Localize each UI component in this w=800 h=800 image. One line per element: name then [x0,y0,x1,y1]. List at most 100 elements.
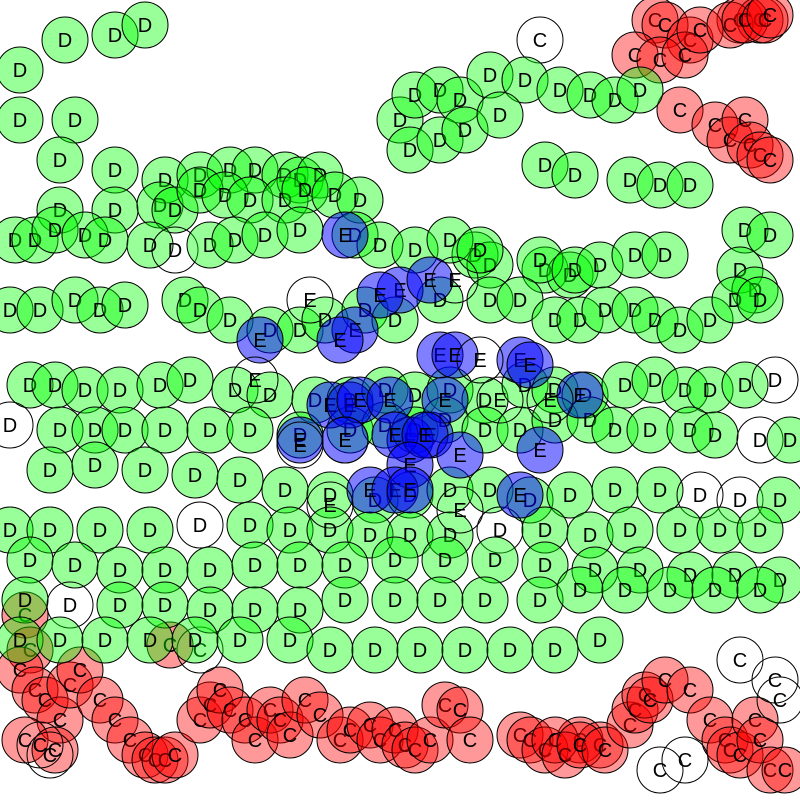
point-d: D [246,371,294,419]
point-label: C [673,100,687,122]
point-marker [746,0,794,39]
point-c: C [721,0,769,44]
point-marker [476,91,524,139]
point-d: D [736,506,784,554]
point-d: D [441,106,489,154]
point-label: C [763,5,777,27]
point-label: D [223,310,237,332]
point-label: C [683,30,697,52]
point-label: D [23,375,37,397]
point-marker [611,31,659,79]
point-c: C [266,711,314,759]
point-label: C [773,690,787,712]
point-marker [206,146,254,194]
point-label: C [453,700,467,722]
point-marker [761,746,800,794]
point-label: D [278,480,292,502]
point-marker [536,66,584,114]
point-marker [151,731,199,779]
point-label: C [648,10,662,32]
point-marker [316,716,364,764]
point-d: D [261,466,309,514]
point-label: D [13,60,27,82]
point-label: D [248,600,262,622]
point-marker [391,726,439,774]
point-label: C [463,730,477,752]
point-label: E [403,480,416,502]
point-marker [611,231,659,279]
point-label: D [203,560,217,582]
point-d: D [166,356,214,404]
point-label: D [388,590,402,612]
point-marker [661,736,709,784]
point-marker [691,566,739,614]
point-label: E [333,330,346,352]
point-d: D [486,626,534,674]
point-marker [146,621,194,669]
point-d: D [636,466,684,514]
point-label: D [568,165,582,187]
point-label: D [493,105,507,127]
point-label: E [303,290,316,312]
point-marker [0,286,34,334]
point-label: C [733,745,747,767]
point-e: E [556,371,604,419]
point-label: C [28,680,42,702]
point-marker [431,331,479,379]
point-marker [321,416,369,464]
point-marker [121,731,169,779]
point-label: D [648,370,662,392]
point-d: D [556,566,604,614]
point-e: E [456,336,504,384]
point-marker [601,566,649,614]
point-marker [556,716,604,764]
point-label: D [168,240,182,262]
point-marker [281,166,329,214]
point-marker [281,676,329,724]
point-d: D [36,406,84,454]
point-marker [36,616,84,664]
point-marker [591,76,639,124]
point-label: D [3,520,17,542]
point-d: D [721,361,769,409]
point-marker [176,626,224,674]
point-d: D [496,276,544,324]
point-label: E [453,445,466,467]
point-c: C [141,736,189,784]
point-label: D [478,420,492,442]
point-label: E [338,225,351,247]
point-marker [0,646,44,694]
point-marker [351,626,399,674]
point-marker [141,736,189,784]
point-label: D [98,630,112,652]
point-d: D [386,511,434,559]
point-label: D [763,225,777,247]
point-label: D [248,555,262,577]
point-marker [326,706,374,754]
point-c: C [581,726,629,774]
point-marker [736,566,784,614]
point-label: D [733,490,747,512]
point-label: D [228,230,242,252]
point-e: E [431,331,479,379]
point-d: D [171,451,219,499]
point-marker [516,576,564,624]
point-c: C [706,1,754,49]
point-label: C [738,10,752,32]
point-c: C [751,656,799,704]
point-marker [751,656,799,704]
point-marker [161,276,209,324]
point-d: D [26,446,74,494]
point-d: D [686,296,734,344]
point-c: C [541,731,589,779]
point-marker [26,731,74,779]
point-c: C [381,721,429,769]
point-marker [101,406,149,454]
point-label: D [783,430,797,452]
point-marker [231,716,279,764]
point-marker [26,506,74,554]
point-d: D [641,231,689,279]
point-marker [701,716,749,764]
point-c: C [421,681,469,729]
